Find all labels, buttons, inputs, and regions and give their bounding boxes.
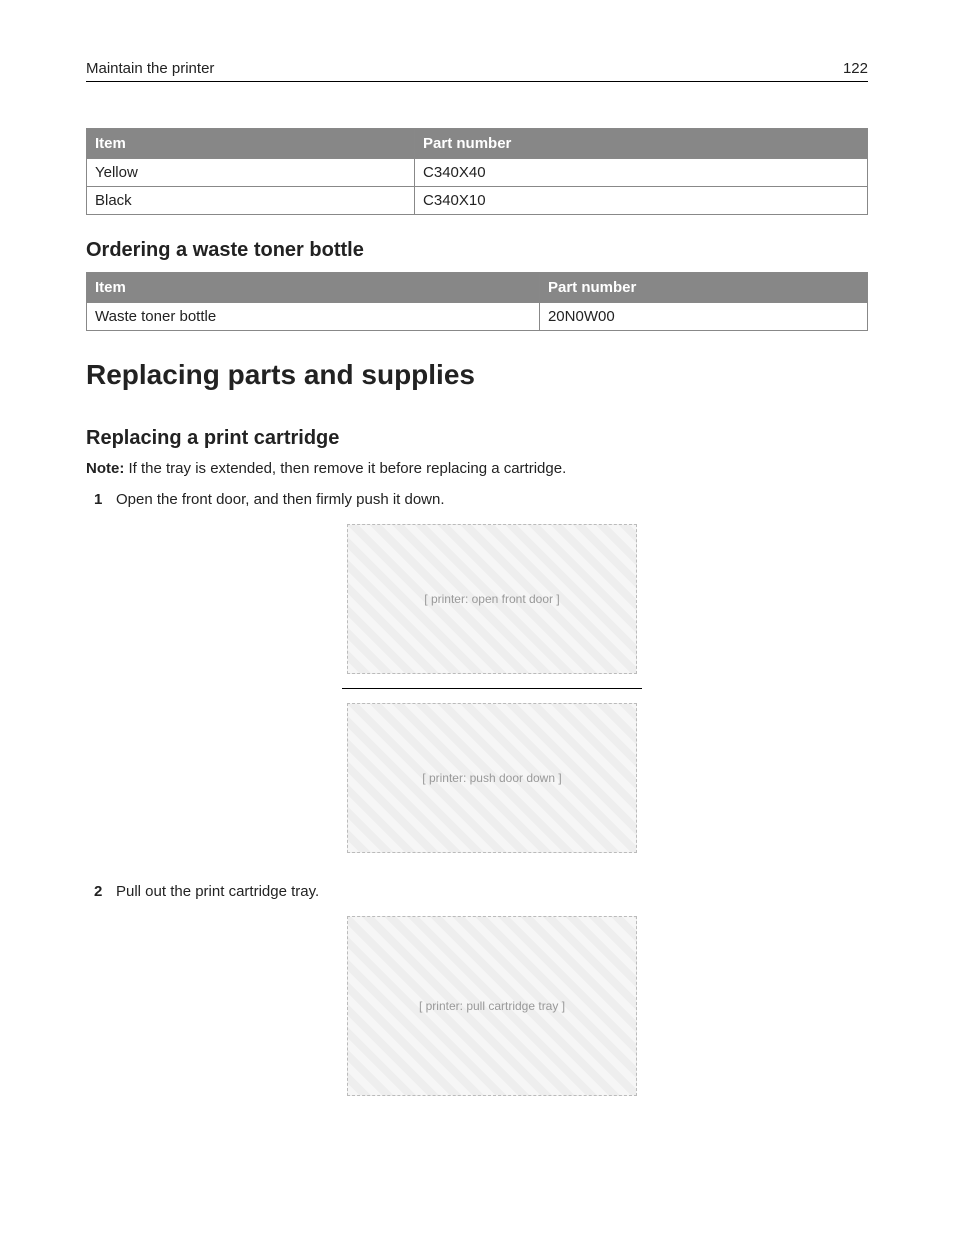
parts-table-1: ItemPart numberYellowC340X40BlackC340X10 [86,128,868,215]
subsection-replacing-cartridge: Replacing a print cartridge [86,427,868,450]
section-replacing-parts: Replacing parts and supplies [86,359,868,391]
table-row: BlackC340X10 [87,187,868,215]
figure-divider [342,688,642,689]
page-header: Maintain the printer 122 [86,60,868,82]
table-header-cell: Part number [415,129,868,159]
table-row: Waste toner bottle20N0W00 [87,303,868,331]
table-header-cell: Item [87,273,540,303]
subsection-ordering-waste-toner: Ordering a waste toner bottle [86,239,868,262]
table-cell: C340X40 [415,159,868,187]
figure-open-door: [ printer: open front door ] [347,524,637,674]
step-1-figures: [ printer: open front door ] [ printer: … [116,524,868,867]
step-2-text: Pull out the print cartridge tray. [116,883,319,900]
note-paragraph: Note: If the tray is extended, then remo… [86,460,868,477]
header-section-title: Maintain the printer [86,60,214,77]
step-2-figures: [ printer: pull cartridge tray ] [116,916,868,1110]
figure-pull-tray: [ printer: pull cartridge tray ] [347,916,637,1096]
table-header-cell: Item [87,129,415,159]
table-cell: Yellow [87,159,415,187]
step-1: Open the front door, and then firmly pus… [94,491,868,867]
table-row: YellowC340X40 [87,159,868,187]
header-page-number: 122 [843,60,868,77]
table-cell: Waste toner bottle [87,303,540,331]
table-cell: Black [87,187,415,215]
note-text: If the tray is extended, then remove it … [124,460,566,477]
steps-list: Open the front door, and then firmly pus… [86,491,868,1110]
step-2: Pull out the print cartridge tray. [ pri… [94,883,868,1110]
parts-table-2: ItemPart numberWaste toner bottle20N0W00 [86,272,868,331]
step-1-text: Open the front door, and then firmly pus… [116,491,445,508]
table-header-cell: Part number [539,273,867,303]
table-cell: 20N0W00 [539,303,867,331]
note-label: Note: [86,460,124,477]
table-cell: C340X10 [415,187,868,215]
figure-push-door-down: [ printer: push door down ] [347,703,637,853]
